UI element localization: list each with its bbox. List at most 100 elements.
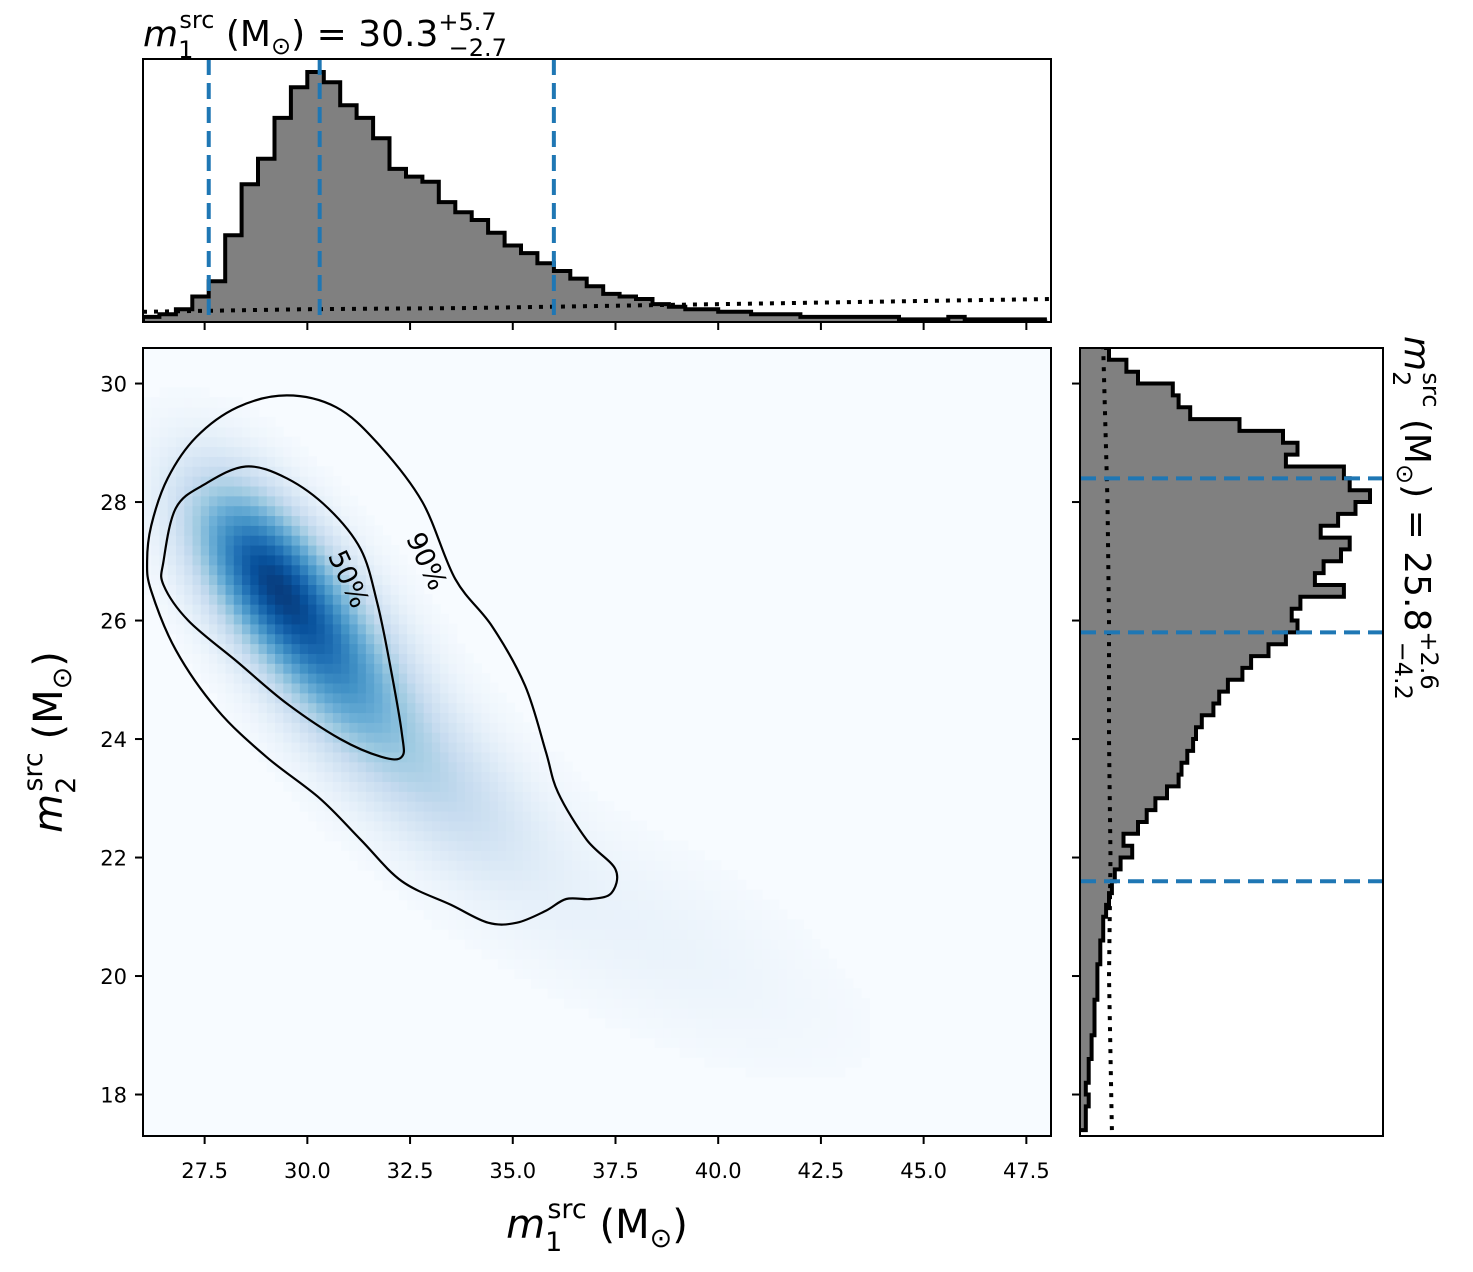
density-cell [258, 673, 268, 684]
density-cell [497, 702, 507, 714]
density-cell [729, 978, 738, 989]
density-cell [704, 1057, 714, 1068]
density-cell [514, 761, 524, 773]
density-cell [291, 682, 301, 694]
density-cell [407, 879, 416, 891]
m2-histogram-bar [1080, 549, 1341, 562]
density-cell [184, 525, 194, 536]
density-cell [753, 1027, 763, 1039]
density-cell [572, 830, 582, 842]
density-cell [481, 732, 491, 743]
density-cell [539, 810, 549, 822]
density-cell [712, 1057, 722, 1068]
density-cell [431, 702, 441, 714]
m1-quantile-lines [206, 59, 556, 322]
density-cell [308, 466, 317, 477]
density-cell [737, 889, 747, 901]
density-cell [291, 791, 301, 802]
density-cell [844, 978, 854, 989]
m2-histogram-bar [1080, 1094, 1089, 1107]
density-cell [679, 988, 689, 999]
density-cell [225, 436, 235, 448]
density-cell [374, 692, 383, 704]
density-cell [332, 791, 342, 802]
density-cell [588, 929, 598, 940]
density-cell [704, 939, 714, 950]
density-cell [522, 751, 532, 763]
density-cell [431, 889, 441, 901]
density-cell [803, 948, 813, 960]
m2-histogram-bar [1080, 810, 1147, 823]
density-cell [770, 939, 780, 950]
density-cell [398, 722, 408, 733]
density-cell [745, 988, 755, 999]
density-cell [473, 830, 483, 842]
density-cell [580, 988, 590, 999]
density-cell [448, 840, 458, 851]
density-cell [291, 574, 301, 585]
density-cell [299, 633, 309, 645]
density-cell [143, 495, 152, 507]
density-cell [324, 820, 334, 832]
density-cell [621, 909, 631, 920]
density-cell [630, 998, 639, 1009]
density-cell [770, 958, 780, 970]
density-cell [176, 574, 185, 585]
density-cell [283, 732, 293, 743]
density-cell [151, 407, 161, 418]
m2-histogram-bar [1080, 679, 1228, 693]
density-cell [200, 574, 210, 585]
density-cell [745, 889, 755, 901]
density-cell [242, 436, 251, 448]
density-cell [200, 643, 210, 654]
density-cell [176, 554, 185, 566]
density-cell [390, 820, 400, 832]
density-cell [464, 771, 474, 782]
density-cell [382, 545, 392, 556]
density-cell [242, 426, 251, 438]
density-cell [390, 761, 400, 773]
density-cell [398, 791, 408, 802]
density-cell [184, 456, 194, 467]
density-cell [646, 939, 656, 950]
density-cell [242, 564, 251, 576]
density-cell [275, 604, 284, 615]
density-cell [200, 466, 210, 477]
density-cell [786, 929, 796, 940]
density-cell [398, 761, 408, 773]
density-cell [696, 948, 705, 960]
density-cell [464, 810, 474, 822]
density-cell [786, 1017, 796, 1029]
density-cell [382, 554, 392, 566]
density-cell [654, 899, 664, 911]
density-cell [481, 712, 491, 723]
density-cell [357, 673, 367, 684]
density-cell [423, 801, 433, 812]
density-cell [200, 584, 210, 595]
density-cell [563, 781, 573, 792]
density-cell [588, 899, 598, 911]
density-cell [217, 584, 227, 595]
density-cell [563, 820, 573, 832]
density-cell [621, 968, 631, 979]
density-cell [588, 1007, 598, 1019]
m1-lower-error: −2.7 [449, 34, 507, 62]
density-cell [630, 850, 639, 861]
density-cell [753, 968, 763, 979]
density-cell [613, 889, 623, 901]
density-cell [448, 860, 458, 871]
density-cell [283, 771, 293, 782]
m1-histogram-bar [816, 316, 834, 322]
density-cell [753, 1047, 763, 1058]
density-cell [737, 879, 747, 891]
density-cell [308, 515, 317, 526]
m2-histogram-bar [1080, 265, 1086, 277]
density-cell [209, 643, 218, 654]
density-cell [316, 485, 326, 497]
m1-histogram-bar [751, 314, 768, 322]
density-cell [316, 702, 326, 714]
density-cell [258, 515, 268, 526]
density-cell [423, 899, 433, 911]
density-cell [357, 653, 367, 664]
density-cell [448, 692, 458, 704]
